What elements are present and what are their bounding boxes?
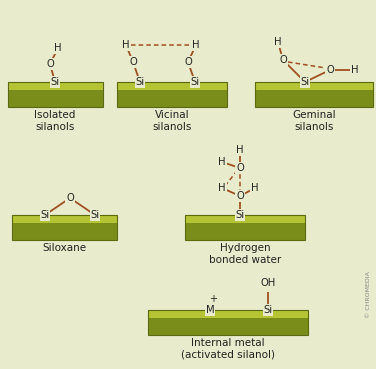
- Text: H: H: [218, 157, 226, 167]
- Text: O: O: [46, 59, 54, 69]
- Bar: [117, 82, 227, 107]
- Text: O: O: [279, 55, 287, 65]
- Text: O: O: [66, 193, 74, 203]
- Bar: [148, 310, 308, 317]
- Text: Internal metal
(activated silanol): Internal metal (activated silanol): [181, 338, 275, 360]
- Text: Isolated
silanols: Isolated silanols: [34, 110, 76, 132]
- Bar: [185, 223, 305, 240]
- Text: Si: Si: [135, 77, 144, 87]
- Text: O: O: [326, 65, 334, 75]
- Text: O: O: [236, 191, 244, 201]
- Text: H: H: [251, 183, 259, 193]
- Text: M: M: [206, 305, 214, 315]
- Text: H: H: [218, 183, 226, 193]
- Text: H: H: [122, 40, 130, 50]
- Bar: [12, 215, 117, 223]
- Bar: [12, 223, 117, 240]
- Text: Hydrogen
bonded water: Hydrogen bonded water: [209, 243, 281, 265]
- Text: Si: Si: [264, 305, 273, 315]
- Bar: [185, 215, 305, 223]
- Text: Si: Si: [50, 77, 59, 87]
- Text: © CHROMEDIA: © CHROMEDIA: [365, 272, 370, 318]
- Bar: [12, 215, 117, 240]
- Text: Si: Si: [300, 77, 309, 87]
- Bar: [148, 317, 308, 335]
- Bar: [185, 215, 305, 240]
- Bar: [8, 90, 103, 107]
- Text: H: H: [274, 37, 282, 47]
- Text: H: H: [236, 145, 244, 155]
- Bar: [117, 90, 227, 107]
- Bar: [8, 82, 103, 107]
- Text: Si: Si: [41, 210, 50, 220]
- Text: O: O: [236, 163, 244, 173]
- Text: H: H: [54, 43, 62, 53]
- Text: Si: Si: [91, 210, 100, 220]
- Text: OH: OH: [260, 278, 276, 288]
- Bar: [255, 82, 373, 90]
- Text: Si: Si: [190, 77, 200, 87]
- Text: +: +: [209, 294, 217, 304]
- Text: Siloxane: Siloxane: [42, 243, 86, 253]
- Text: O: O: [184, 57, 192, 67]
- Text: Geminal
silanols: Geminal silanols: [292, 110, 336, 132]
- Text: H: H: [192, 40, 200, 50]
- Bar: [8, 82, 103, 90]
- Bar: [255, 82, 373, 107]
- Bar: [255, 90, 373, 107]
- Text: Si: Si: [235, 210, 244, 220]
- Text: O: O: [129, 57, 137, 67]
- Text: Vicinal
silanols: Vicinal silanols: [152, 110, 192, 132]
- Bar: [117, 82, 227, 90]
- Text: H: H: [351, 65, 359, 75]
- Bar: [148, 310, 308, 335]
